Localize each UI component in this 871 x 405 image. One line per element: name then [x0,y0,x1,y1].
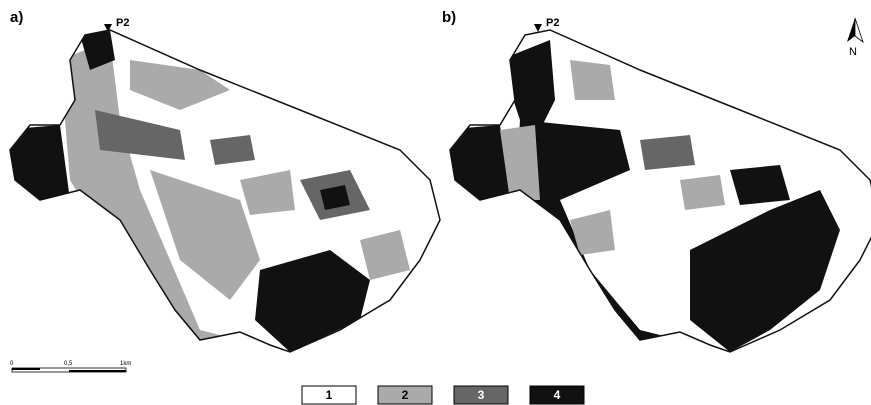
panel-label: b) [442,9,456,26]
legend-label: 4 [554,388,561,402]
panel-label: a) [10,9,23,26]
scale-bar: 0 0,5 1km [10,361,131,372]
legend-label: 2 [402,388,409,402]
point-label: P2 [116,17,129,29]
north-label: N [849,46,857,58]
map-b [440,0,871,360]
figure: a) P2 b) P2 N 0 0,5 1km [0,0,871,405]
scale-label: 0,5 [64,361,73,367]
legend-label: 1 [326,388,333,402]
scale-label: 0 [10,361,14,367]
north-arrow: N [847,18,863,58]
legend: 1 2 3 4 [302,386,584,404]
scale-label: 1km [120,361,131,367]
point-label: P2 [546,17,559,29]
map-a [0,0,450,360]
legend-label: 3 [478,388,485,402]
